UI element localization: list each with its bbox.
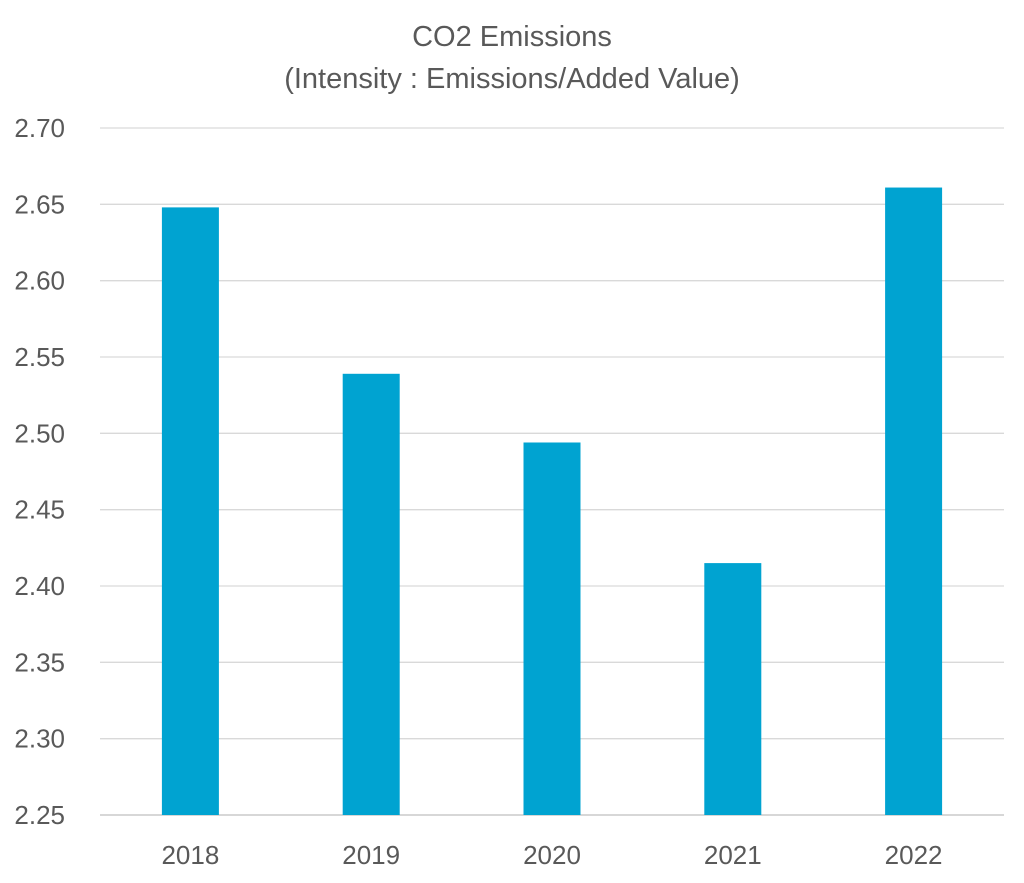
y-tick-label: 2.65 — [14, 189, 65, 219]
bar-2019 — [342, 373, 400, 815]
x-tick-label: 2022 — [885, 840, 943, 870]
y-tick-label: 2.60 — [14, 266, 65, 296]
bar-2018 — [161, 207, 219, 816]
y-tick-label: 2.50 — [14, 418, 65, 448]
y-tick-label: 2.35 — [14, 647, 65, 677]
x-axis-ticks: 2018 2019 2020 2021 2022 — [161, 840, 942, 870]
y-tick-label: 2.40 — [14, 571, 65, 601]
x-tick-label: 2018 — [161, 840, 219, 870]
bars — [161, 187, 943, 816]
x-tick-label: 2019 — [342, 840, 400, 870]
x-tick-label: 2020 — [523, 840, 581, 870]
y-axis-ticks: 2.25 2.30 2.35 2.40 2.45 2.50 2.55 2.60 2.65 2.70 — [14, 113, 65, 830]
bar-2020 — [523, 442, 581, 815]
y-tick-label: 2.45 — [14, 495, 65, 525]
chart-subtitle: (Intensity : Emissions/Added Value) — [284, 63, 740, 95]
chart-title: CO2 Emissions — [412, 21, 612, 53]
y-tick-label: 2.70 — [14, 113, 65, 143]
x-tick-label: 2021 — [704, 840, 762, 870]
y-tick-label: 2.55 — [14, 342, 65, 372]
y-tick-label: 2.30 — [14, 724, 65, 754]
bar-2022 — [885, 187, 943, 816]
y-tick-label: 2.25 — [14, 800, 65, 830]
bar-2021 — [704, 563, 762, 815]
